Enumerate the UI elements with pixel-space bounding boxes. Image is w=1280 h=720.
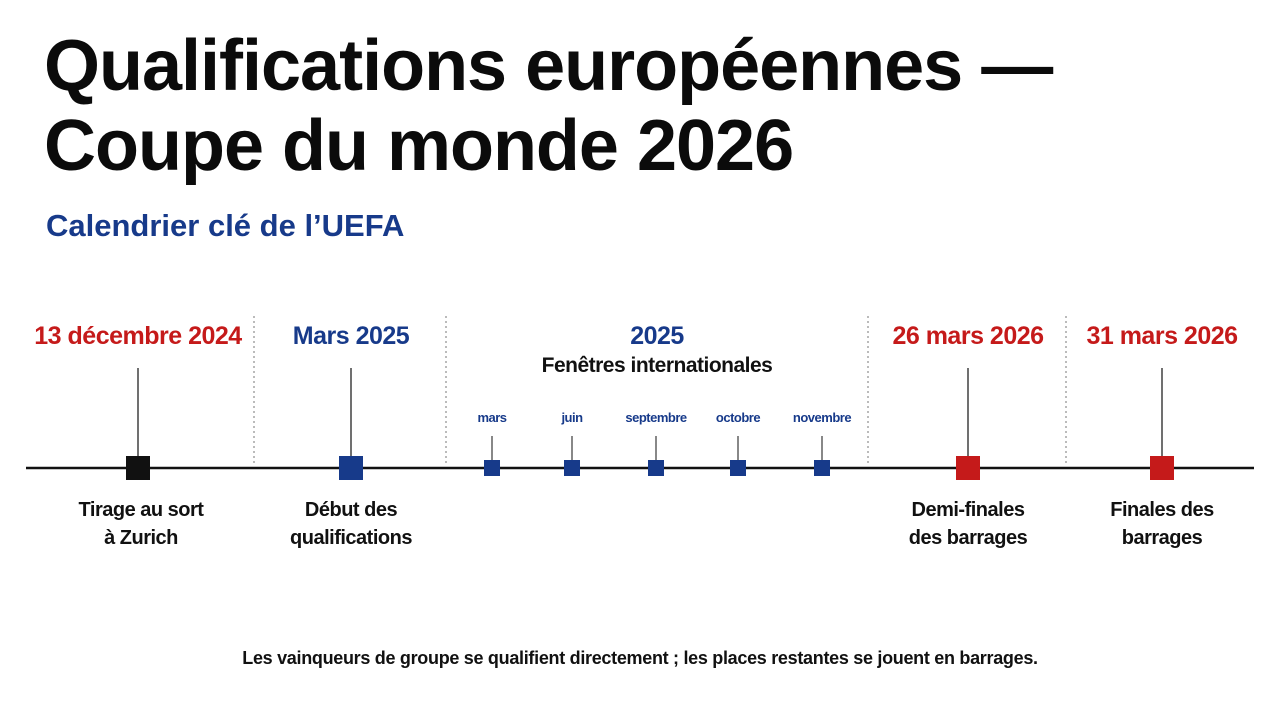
- month-label: juin: [561, 410, 583, 425]
- month-marker: [484, 460, 500, 476]
- event-desc-playoff-semis: Demi-finales des barrages: [909, 496, 1028, 552]
- title-line-1: Qualifications européennes —: [44, 26, 1053, 106]
- event-date-draw: 13 décembre 2024: [34, 322, 242, 350]
- event-marker: [126, 456, 150, 480]
- event-desc-qualifiers-start: Début des qualifications: [290, 496, 412, 552]
- month-marker: [564, 460, 580, 476]
- event-date-playoff-semis: 26 mars 2026: [892, 322, 1044, 350]
- event-date-playoff-finals: 31 mars 2026: [1086, 322, 1238, 350]
- desc-line: Début des: [304, 499, 398, 521]
- desc-line: Tirage au sort: [78, 499, 204, 521]
- month-label: septembre: [625, 410, 687, 425]
- title-line-2: Coupe du monde 2026: [44, 106, 794, 186]
- month-marker: [730, 460, 746, 476]
- event-marker: [956, 456, 980, 480]
- month-label: octobre: [715, 410, 761, 425]
- subtitle: Calendrier clé de l’UEFA: [46, 208, 405, 243]
- desc-line: des barrages: [908, 527, 1028, 549]
- event-marker: [1150, 456, 1174, 480]
- event-marker: [339, 456, 363, 480]
- month-label: mars: [477, 410, 507, 425]
- desc-line: Finales des: [1110, 499, 1214, 521]
- desc-line: barrages: [1121, 527, 1203, 549]
- footnote: Les vainqueurs de groupe se qualifient d…: [242, 648, 1038, 668]
- month-marker: [814, 460, 830, 476]
- page-title: Qualifications européennes — Coupe du mo…: [44, 26, 1244, 186]
- desc-line: à Zurich: [104, 527, 178, 549]
- month-marker: [648, 460, 664, 476]
- desc-line: Demi-finales: [911, 499, 1025, 521]
- event-desc-draw: Tirage au sort à Zurich: [79, 496, 204, 552]
- desc-line: qualifications: [290, 527, 412, 549]
- event-date-qualifiers-start: Mars 2025: [292, 322, 410, 350]
- windows-title: Fenêtres internationales: [541, 354, 773, 377]
- windows-year: 2025: [630, 322, 684, 350]
- event-desc-playoff-finals: Finales des barrages: [1110, 496, 1214, 552]
- month-label: novembre: [792, 410, 852, 425]
